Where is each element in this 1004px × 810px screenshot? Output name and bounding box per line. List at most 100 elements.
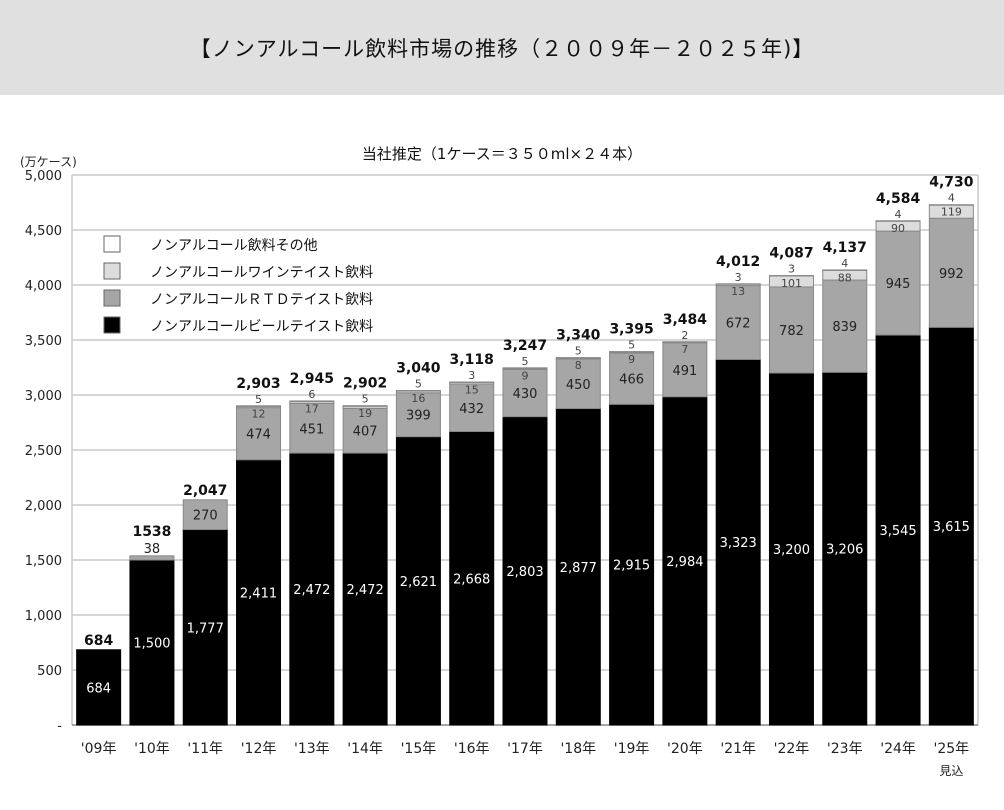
- data-label: 474: [246, 428, 271, 443]
- data-label: 5: [415, 377, 422, 390]
- chart-subtitle: 当社推定（1ケース＝３５０ml×２４本）: [361, 145, 643, 163]
- x-tick-label: '15年: [401, 741, 437, 757]
- y-axis-label: (万ケース): [20, 155, 77, 169]
- x-tick-label: '21年: [720, 741, 756, 757]
- data-label: 2,877: [560, 561, 597, 576]
- y-tick-label: 2,500: [25, 444, 62, 459]
- data-label: 782: [779, 324, 804, 339]
- data-label: 270: [193, 509, 218, 524]
- bar-segment: [236, 407, 282, 461]
- bar-segment: [289, 452, 335, 726]
- data-label: 3: [468, 369, 475, 382]
- total-label: 4,584: [876, 191, 921, 207]
- legend-label: ノンアルコールワインテイスト飲料: [150, 265, 373, 281]
- total-label: 4,012: [716, 254, 760, 270]
- total-label: 4,137: [823, 240, 867, 256]
- data-label: 684: [86, 681, 111, 696]
- y-tick-label: 4,500: [25, 224, 62, 239]
- total-label: 2,903: [236, 376, 280, 392]
- total-label: 4,087: [769, 246, 813, 262]
- y-tick-label: 1,500: [25, 554, 62, 569]
- bar-segment: [555, 357, 601, 359]
- data-label: 2,668: [453, 572, 490, 587]
- x-tick-label: '10年: [134, 741, 170, 757]
- data-label: 4: [895, 208, 902, 221]
- bar-segment: [76, 649, 122, 726]
- data-label: 5: [522, 355, 529, 368]
- y-tick-label: 1,000: [25, 609, 62, 624]
- bar-segment: [449, 383, 495, 433]
- x-tick-label: '25年: [934, 741, 970, 757]
- bar-segment: [715, 358, 761, 726]
- legend-swatch: [103, 316, 121, 334]
- data-label: 2,803: [506, 565, 543, 580]
- x-tick-label: '18年: [560, 741, 596, 757]
- x-tick-label: '17年: [507, 741, 543, 757]
- data-label: 407: [353, 425, 378, 440]
- y-tick-label: 5,000: [25, 169, 62, 184]
- data-label: 19: [358, 407, 372, 420]
- data-label: 2,411: [240, 586, 277, 601]
- bar-segment: [555, 408, 601, 726]
- data-label: 5: [362, 393, 369, 406]
- total-label: 3,484: [663, 312, 708, 328]
- y-tick-label: 3,500: [25, 334, 62, 349]
- bar-segment: [875, 230, 921, 336]
- data-label: 2,915: [613, 559, 650, 574]
- bar-segment: [182, 529, 228, 726]
- data-label: 2,472: [347, 583, 384, 598]
- bar-segment: [609, 351, 655, 353]
- bar-segment: [395, 392, 441, 438]
- page-title: 【ノンアルコール飲料市場の推移（２００９年－２０２５年)】: [0, 0, 1004, 95]
- data-label: 2,621: [400, 575, 437, 590]
- total-label: 3,118: [450, 352, 494, 368]
- x-tick-label: '22年: [774, 741, 810, 757]
- data-label: 38: [144, 542, 161, 557]
- x-tick-note: 見込: [939, 764, 963, 778]
- data-label: 992: [939, 267, 964, 282]
- total-label: 2,902: [343, 376, 387, 392]
- bar-segment: [768, 372, 814, 726]
- data-label: 4: [841, 257, 848, 270]
- data-label: 451: [299, 422, 324, 437]
- data-label: 672: [726, 317, 751, 332]
- total-label: 3,040: [396, 360, 441, 376]
- data-label: 4: [948, 192, 955, 205]
- data-label: 2: [681, 329, 688, 342]
- bar-segment: [875, 334, 921, 726]
- data-label: 2,984: [666, 555, 703, 570]
- data-label: 491: [672, 364, 697, 379]
- data-label: 450: [566, 378, 591, 393]
- x-tick-label: '09年: [81, 741, 117, 757]
- x-tick-label: '12年: [241, 741, 277, 757]
- x-tick-label: '24年: [880, 741, 916, 757]
- bar-segment: [555, 358, 601, 410]
- total-label: 3,340: [556, 328, 601, 344]
- bar-segment: [449, 431, 495, 726]
- legend-label: ノンアルコールビールテイスト飲料: [150, 319, 373, 335]
- total-label: 2,047: [183, 483, 227, 499]
- data-label: 13: [731, 285, 745, 298]
- data-label: 3,545: [879, 524, 916, 539]
- bar-segment: [129, 555, 175, 561]
- data-label: 6: [308, 388, 315, 401]
- total-label: 3,395: [609, 322, 653, 338]
- total-label: 684: [84, 633, 113, 649]
- bar-segment: [236, 459, 282, 726]
- data-label: 3,323: [720, 536, 757, 551]
- x-tick-label: '20年: [667, 741, 703, 757]
- total-label: 3,247: [503, 338, 547, 354]
- data-label: 119: [941, 206, 962, 219]
- bar-segment: [662, 396, 708, 726]
- data-label: 5: [628, 339, 635, 352]
- x-tick-label: '19年: [614, 741, 650, 757]
- bar-segment: [502, 416, 548, 726]
- bar-segment: [342, 405, 388, 407]
- data-label: 2,472: [293, 583, 330, 598]
- bar-segment: [502, 368, 548, 418]
- data-label: 466: [619, 373, 644, 388]
- legend-swatch: [103, 289, 121, 307]
- data-label: 3,615: [933, 520, 970, 535]
- bar-segment: [662, 342, 708, 398]
